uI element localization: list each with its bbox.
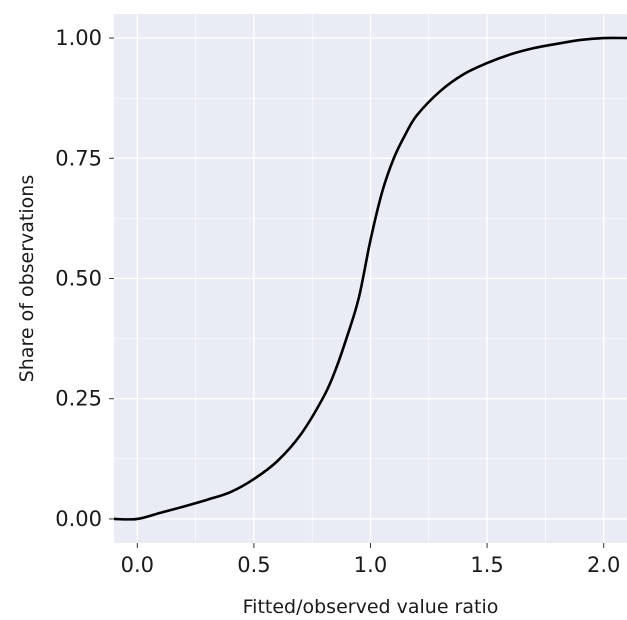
x-tick-label: 1.0 bbox=[354, 553, 387, 577]
series-layer bbox=[113, 36, 627, 521]
x-tick-label: 0.5 bbox=[237, 553, 270, 577]
x-tick-label: 0.0 bbox=[121, 553, 154, 577]
x-tick-labels: 0.0 0.5 1.0 1.5 2.0 bbox=[121, 543, 620, 577]
grid-major bbox=[114, 14, 627, 543]
x-axis-title: Fitted/observed value ratio bbox=[243, 596, 499, 618]
y-tick-labels: 0.00 0.25 0.50 0.75 1.00 bbox=[55, 26, 114, 531]
y-tick-label: 0.75 bbox=[55, 146, 102, 170]
ecdf-line-series-0 bbox=[113, 36, 627, 521]
y-axis-title: Share of observations bbox=[16, 175, 38, 383]
y-tick-label: 0.25 bbox=[55, 387, 102, 411]
y-tick-label: 0.50 bbox=[55, 267, 102, 291]
y-tick-label: 0.00 bbox=[55, 507, 102, 531]
x-tick-label: 1.5 bbox=[470, 553, 503, 577]
x-tick-label: 2.0 bbox=[587, 553, 620, 577]
y-tick-label: 1.00 bbox=[55, 26, 102, 50]
